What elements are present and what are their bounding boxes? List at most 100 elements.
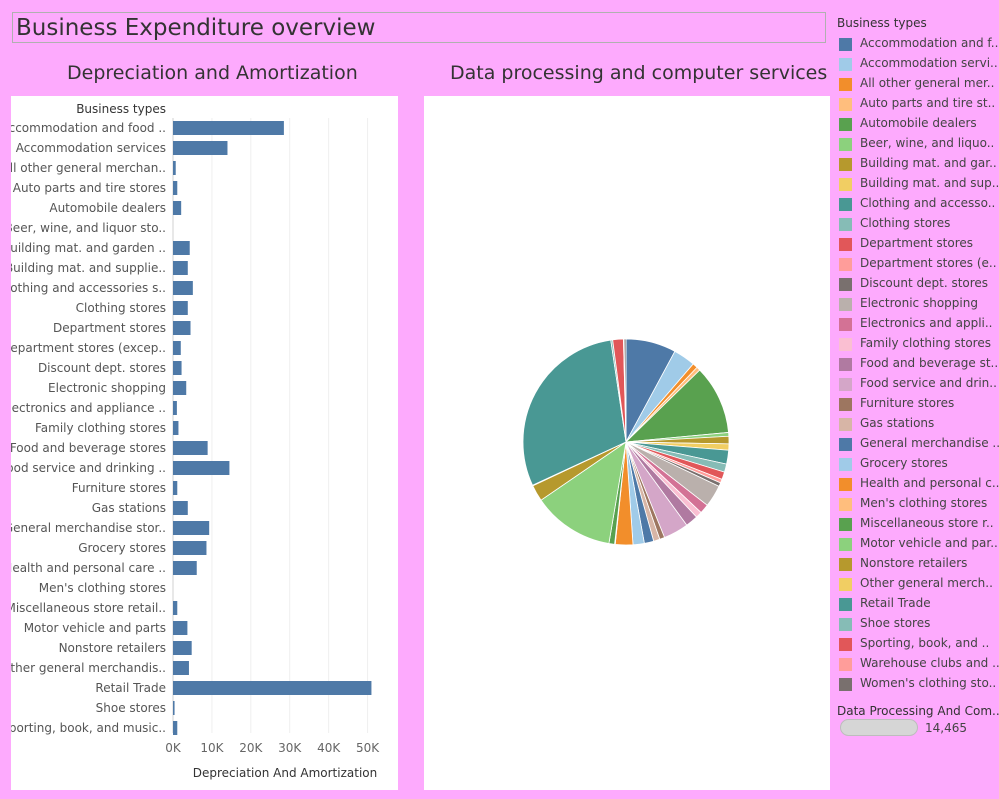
legend-label: Discount dept. stores: [860, 276, 989, 290]
bar[interactable]: [173, 281, 193, 295]
bar[interactable]: [173, 261, 188, 275]
legend-item[interactable]: Motor vehicle and par..: [839, 534, 998, 554]
legend-item[interactable]: General merchandise ..: [839, 434, 999, 454]
bar[interactable]: [173, 401, 177, 415]
legend-item[interactable]: Discount dept. stores: [839, 274, 997, 294]
legend-item[interactable]: Grocery stores: [839, 454, 997, 474]
dashboard-title: Business Expenditure overview: [16, 15, 376, 41]
legend-item[interactable]: Building mat. and sup..: [839, 174, 999, 194]
legend-item[interactable]: Food service and drin..: [839, 374, 997, 394]
legend-item[interactable]: Miscellaneous store r..: [839, 514, 997, 534]
legend-item[interactable]: Electronics and appli..: [839, 314, 997, 334]
bar[interactable]: [173, 601, 178, 615]
category-label: Gas stations: [92, 501, 166, 515]
bar[interactable]: [173, 301, 188, 315]
legend-item[interactable]: Food and beverage st..: [839, 354, 998, 374]
category-label: Grocery stores: [78, 541, 166, 555]
bar[interactable]: [173, 421, 179, 435]
legend-item[interactable]: Auto parts and tire st..: [839, 94, 997, 114]
bar[interactable]: [173, 181, 178, 195]
legend-item[interactable]: Women's clothing sto..: [839, 674, 997, 694]
category-label: Accommodation services: [16, 141, 166, 155]
bar[interactable]: [173, 241, 190, 255]
legend-label: All other general mer..: [860, 76, 995, 90]
legend-item[interactable]: Warehouse clubs and ..: [839, 654, 999, 674]
legend-label: Men's clothing stores: [860, 496, 988, 510]
legend-item[interactable]: Shoe stores: [839, 614, 997, 634]
category-label: Food service and drinking ..: [11, 461, 166, 475]
pie-slice[interactable]: [623, 338, 627, 443]
bar[interactable]: [173, 141, 228, 155]
bar[interactable]: [173, 681, 372, 695]
legend-item[interactable]: All other general mer..: [839, 74, 997, 94]
legend-label: Family clothing stores: [860, 336, 991, 350]
legend-item[interactable]: Nonstore retailers: [839, 554, 997, 574]
bar[interactable]: [173, 501, 188, 515]
legend-item[interactable]: Gas stations: [839, 414, 997, 434]
legend-label: Retail Trade: [860, 596, 931, 610]
bar[interactable]: [173, 481, 178, 495]
legend-label: Department stores (e..: [860, 256, 997, 270]
bar[interactable]: [173, 721, 178, 735]
legend-swatch: [839, 318, 852, 331]
legend-label: Motor vehicle and par..: [860, 536, 998, 550]
legend-swatch: [839, 578, 852, 591]
category-label: Family clothing stores: [35, 421, 166, 435]
legend-item[interactable]: Building mat. and gar..: [839, 154, 997, 174]
legend-item[interactable]: Beer, wine, and liquo..: [839, 134, 997, 154]
legend-item[interactable]: Clothing stores: [839, 214, 997, 234]
x-tick-label: 40K: [317, 741, 341, 755]
bar[interactable]: [173, 341, 181, 355]
bar[interactable]: [173, 361, 182, 375]
pie-slice[interactable]: [540, 441, 627, 545]
legend-item[interactable]: Clothing and accesso..: [839, 194, 997, 214]
bar[interactable]: [173, 561, 197, 575]
category-label: Discount dept. stores: [38, 361, 166, 375]
bar[interactable]: [173, 661, 189, 675]
bar[interactable]: [173, 621, 188, 635]
legend-item[interactable]: Retail Trade: [839, 594, 997, 614]
legend-item[interactable]: Family clothing stores: [839, 334, 997, 354]
legend-item[interactable]: Health and personal c..: [839, 474, 999, 494]
legend-label: Building mat. and gar..: [860, 156, 997, 170]
legend-item[interactable]: Accommodation and f..: [839, 34, 999, 54]
category-label: Men's clothing stores: [39, 581, 166, 595]
legend-item[interactable]: Automobile dealers: [839, 114, 997, 134]
bar[interactable]: [173, 381, 187, 395]
legend-item[interactable]: Sporting, book, and ..: [839, 634, 997, 654]
category-label: General merchandise stor..: [11, 521, 166, 535]
legend-label: General merchandise ..: [860, 436, 999, 450]
bar-chart-panel: Business types Accommodation and food .. A…: [0, 96, 417, 790]
bar[interactable]: [173, 161, 176, 175]
legend-item[interactable]: Accommodation servi..: [839, 54, 998, 74]
bar[interactable]: [173, 121, 284, 135]
legend-item[interactable]: Department stores (e..: [839, 254, 997, 274]
x-tick-label: 20K: [239, 741, 263, 755]
category-label: Department stores (excep..: [11, 341, 166, 355]
legend-label: Sporting, book, and ..: [860, 636, 990, 650]
legend-label: Electronic shopping: [860, 296, 978, 310]
bar[interactable]: [173, 461, 230, 475]
legend-label: Warehouse clubs and ..: [860, 656, 999, 670]
legend-item[interactable]: Electronic shopping: [839, 294, 997, 314]
legend-label: Accommodation and f..: [860, 36, 999, 50]
bar[interactable]: [173, 641, 192, 655]
x-tick-label: 50K: [356, 741, 380, 755]
bar[interactable]: [173, 521, 210, 535]
legend-item[interactable]: Furniture stores: [839, 394, 997, 414]
bar[interactable]: [173, 441, 208, 455]
pie-slice[interactable]: [522, 339, 627, 486]
bar[interactable]: [173, 201, 182, 215]
legend-swatch: [839, 158, 852, 171]
legend-item[interactable]: Department stores: [839, 234, 997, 254]
category-label: Electronic shopping: [48, 381, 166, 395]
bar[interactable]: [173, 541, 207, 555]
category-label: Accommodation and food ..: [11, 121, 166, 135]
legend-swatch: [839, 518, 852, 531]
bar[interactable]: [173, 321, 191, 335]
legend-item[interactable]: Men's clothing stores: [839, 494, 997, 514]
pie-slice[interactable]: [624, 369, 729, 443]
legend-item[interactable]: Other general merch..: [839, 574, 997, 594]
bar[interactable]: [173, 701, 175, 715]
legend-label: Automobile dealers: [860, 116, 977, 130]
